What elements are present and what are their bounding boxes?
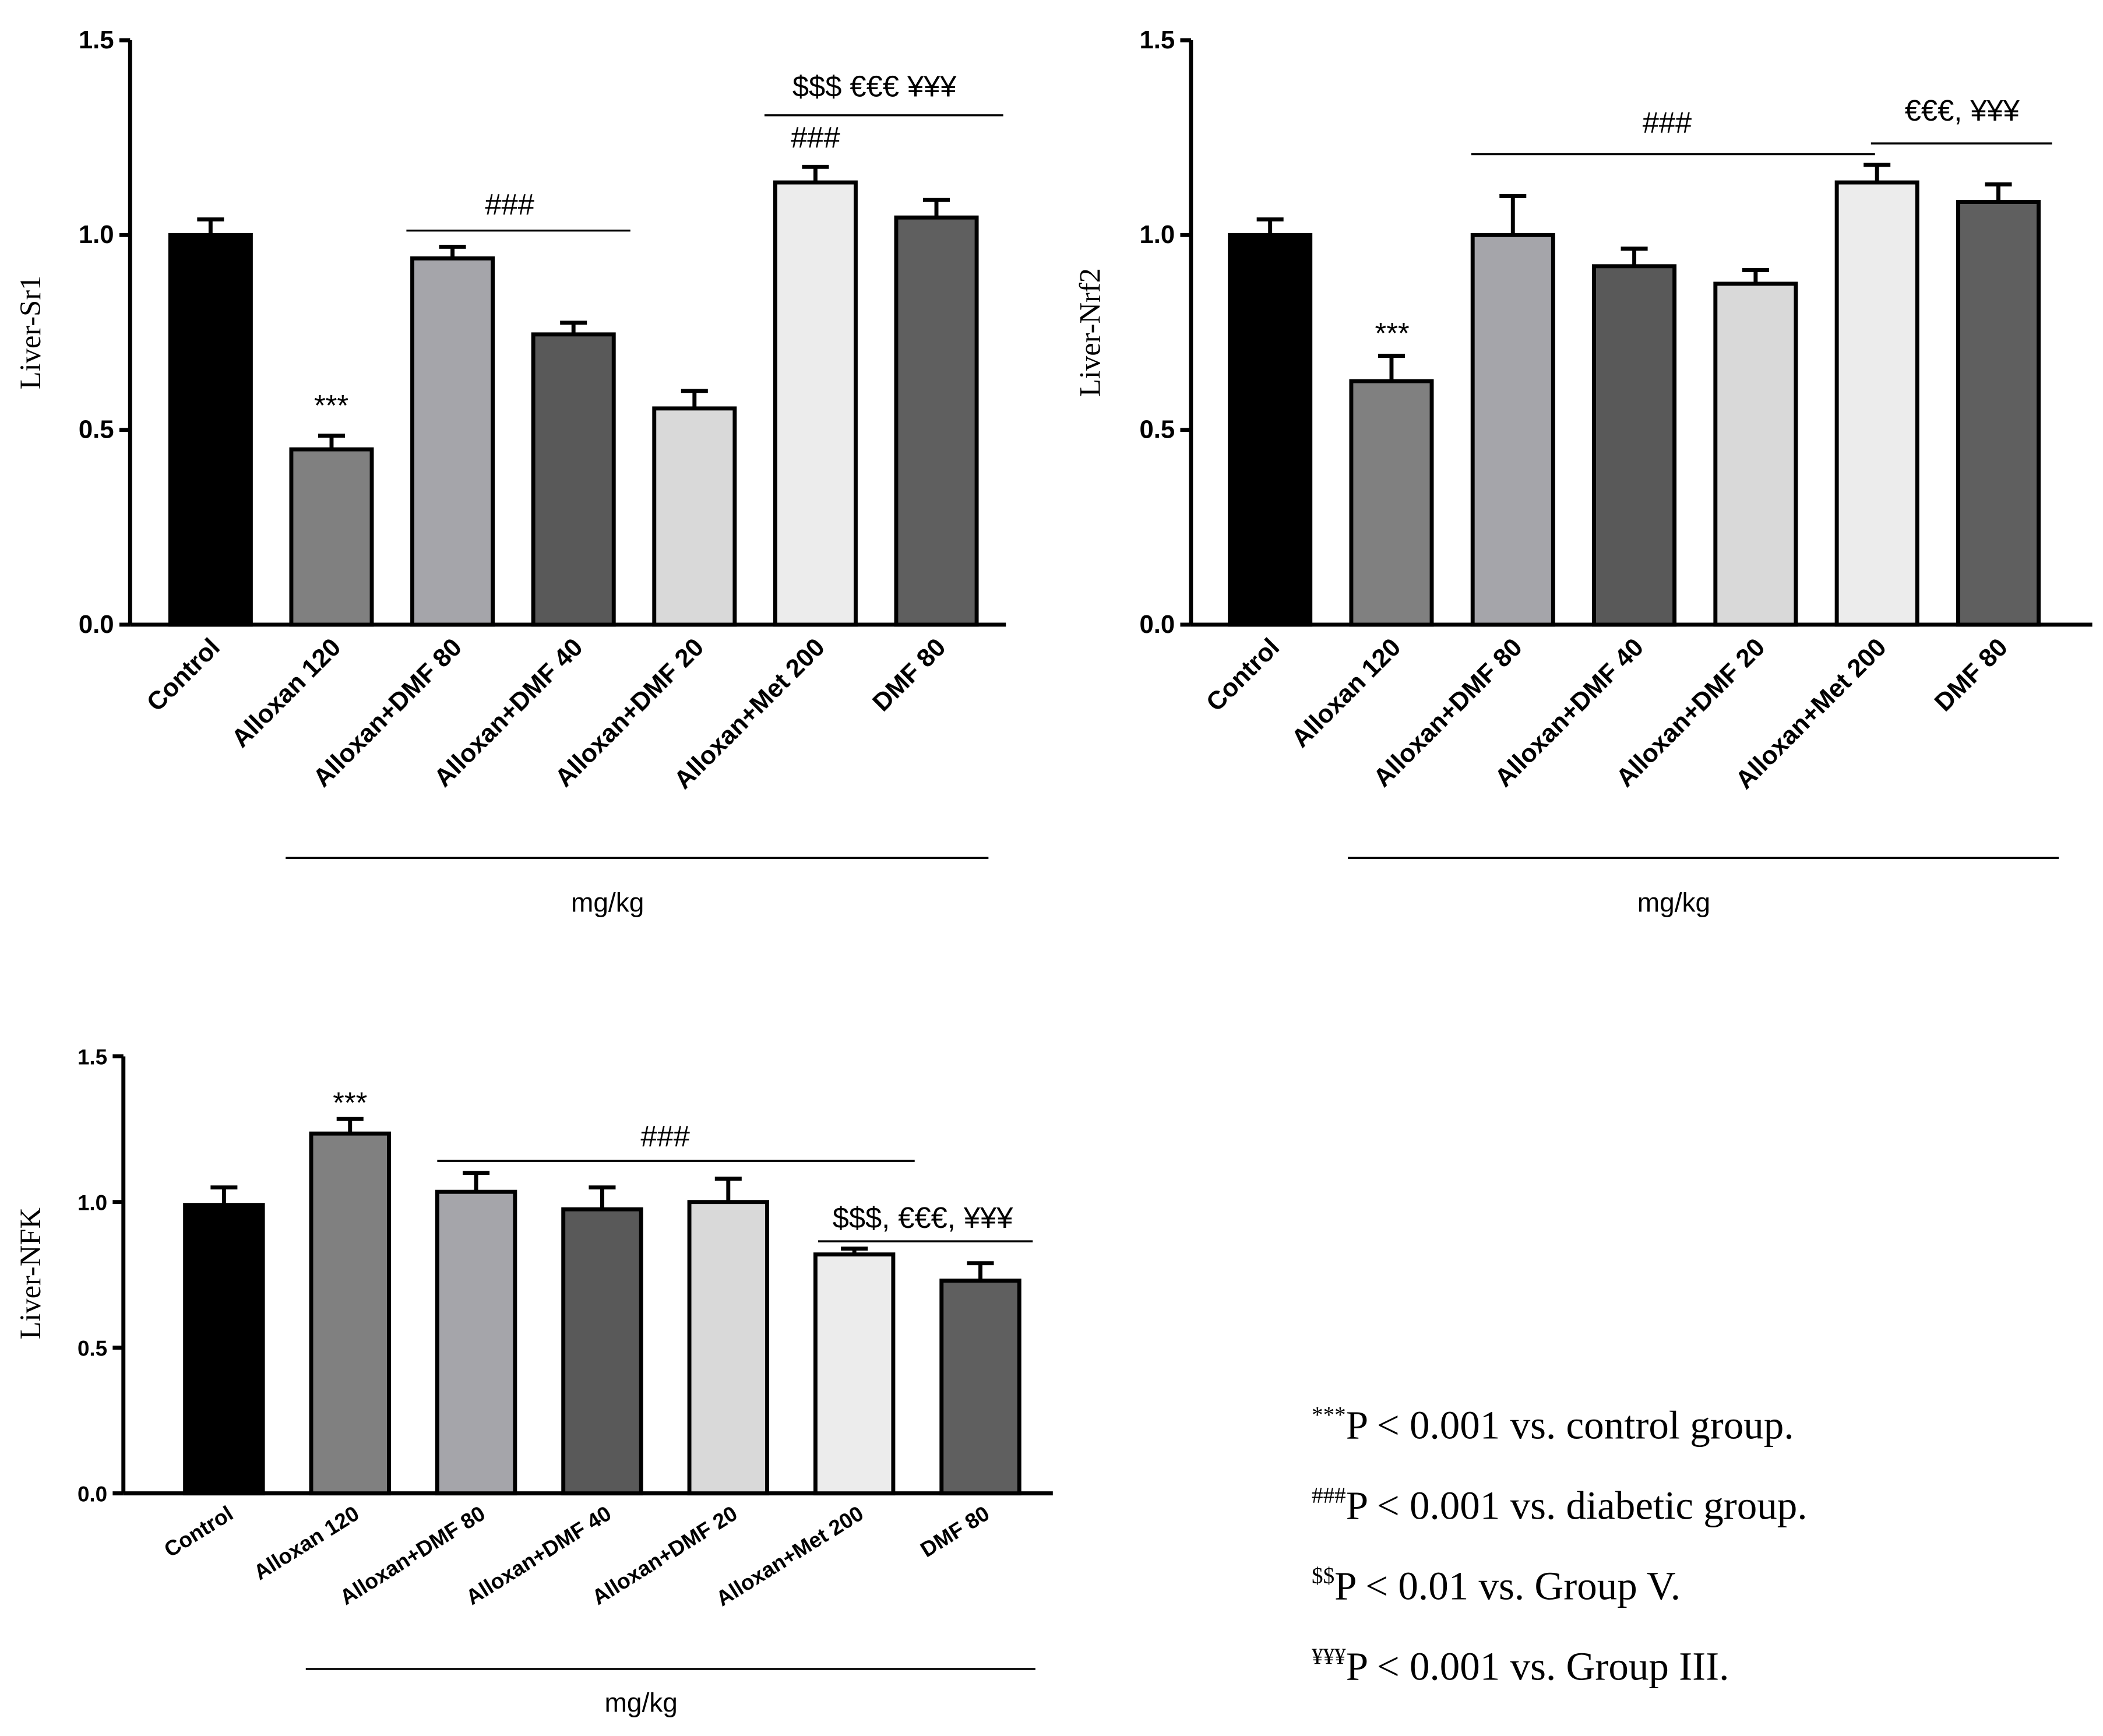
x-axis-label: mg/kg (571, 887, 644, 917)
x-tick-label: Alloxan 120 (226, 633, 346, 753)
annotation: ### (640, 1119, 689, 1153)
note-text: P < 0.01 vs. Group V. (1334, 1563, 1681, 1608)
error-bar (1742, 268, 1769, 284)
bar (435, 1189, 517, 1496)
y-tick-label: 0.5 (79, 415, 114, 443)
bar (168, 233, 253, 627)
error-bar (967, 1261, 994, 1281)
error-bar (1499, 194, 1527, 235)
note: ###P < 0.001 vs. diabetic group. (1312, 1483, 1808, 1527)
bar (652, 406, 737, 627)
bar (410, 256, 495, 627)
note-text: P < 0.001 vs. Group III. (1346, 1643, 1729, 1688)
y-tick-label: 1.5 (79, 26, 114, 54)
y-tick-label: 1.5 (1139, 26, 1175, 54)
note-text: P < 0.001 vs. control group. (1346, 1402, 1794, 1447)
bar (1592, 264, 1677, 627)
note-text: P < 0.001 vs. diabetic group. (1346, 1483, 1808, 1527)
x-tick-label: Control (1201, 633, 1285, 717)
note-mark: *** (1312, 1403, 1346, 1428)
y-tick-label: 0.0 (78, 1482, 107, 1506)
error-bar (210, 1185, 238, 1205)
error-bar (1378, 354, 1405, 382)
x-tick-label: Control (160, 1501, 237, 1562)
error-bar (589, 1185, 616, 1210)
y-tick-label: 0.5 (1139, 415, 1175, 443)
bar (531, 332, 616, 627)
bar (1713, 281, 1798, 627)
x-tick-label: Alloxan 120 (1286, 633, 1406, 753)
y-axis-label: Liver-Nrf2 (1073, 268, 1106, 397)
annotation: $$$ €€€ ¥¥¥ (792, 70, 957, 103)
x-tick-label: Control (141, 633, 226, 717)
y-axis-label: Liver-NFK (14, 1207, 47, 1340)
error-bar (318, 434, 345, 450)
bar (1349, 379, 1434, 627)
bar (813, 1252, 896, 1496)
error-bar (197, 217, 224, 235)
note-mark: ¥¥¥ (1312, 1644, 1346, 1669)
annotation: ### (485, 188, 534, 221)
x-tick-label: DMF 80 (916, 1501, 994, 1562)
error-bar (336, 1117, 364, 1134)
error-bar (802, 164, 829, 183)
annotation: *** (1375, 316, 1410, 350)
bar (183, 1203, 265, 1496)
annotation: *** (333, 1086, 367, 1119)
bar (1834, 180, 1919, 627)
error-bar (1256, 217, 1284, 235)
note-mark: ### (1312, 1483, 1346, 1508)
error-bar (1621, 247, 1648, 266)
bar (1470, 233, 1555, 627)
note-mark: $$ (1312, 1564, 1334, 1589)
bar (1956, 200, 2041, 627)
annotation: ### (1643, 106, 1692, 139)
x-tick-label: DMF 80 (1929, 633, 2013, 717)
bar (773, 180, 858, 627)
bar (1228, 233, 1313, 627)
bar (561, 1207, 643, 1496)
bar (289, 447, 374, 627)
annotation: ### (791, 121, 840, 154)
annotation: €€€, ¥¥¥ (1905, 94, 2020, 127)
note: $$P < 0.01 vs. Group V. (1312, 1563, 1681, 1608)
y-tick-label: 1.0 (79, 220, 114, 249)
y-tick-label: 0.0 (1139, 610, 1175, 639)
y-tick-label: 1.0 (78, 1191, 107, 1214)
x-axis-label: mg/kg (1637, 887, 1710, 917)
error-bar (714, 1177, 742, 1202)
note: ¥¥¥P < 0.001 vs. Group III. (1312, 1643, 1729, 1688)
annotation: *** (314, 389, 348, 422)
error-bar (1864, 163, 1891, 183)
error-bar (681, 389, 708, 409)
error-bar (923, 198, 950, 218)
bar (687, 1200, 770, 1496)
x-axis-label: mg/kg (605, 1688, 678, 1718)
y-tick-label: 0.0 (79, 610, 114, 639)
x-tick-label: Alloxan 120 (249, 1501, 363, 1584)
y-tick-label: 1.5 (78, 1045, 107, 1069)
bar (894, 215, 979, 627)
annotation: $$$, €€€, ¥¥¥ (833, 1201, 1014, 1234)
bar (939, 1279, 1021, 1496)
error-bar (1985, 182, 2012, 202)
note: ***P < 0.001 vs. control group. (1312, 1402, 1794, 1447)
error-bar (463, 1171, 490, 1192)
y-tick-label: 1.0 (1139, 220, 1175, 249)
x-tick-label: DMF 80 (867, 633, 952, 717)
y-tick-label: 0.5 (78, 1336, 107, 1360)
y-axis-label: Liver-Sr1 (14, 276, 47, 390)
bar (309, 1131, 391, 1496)
